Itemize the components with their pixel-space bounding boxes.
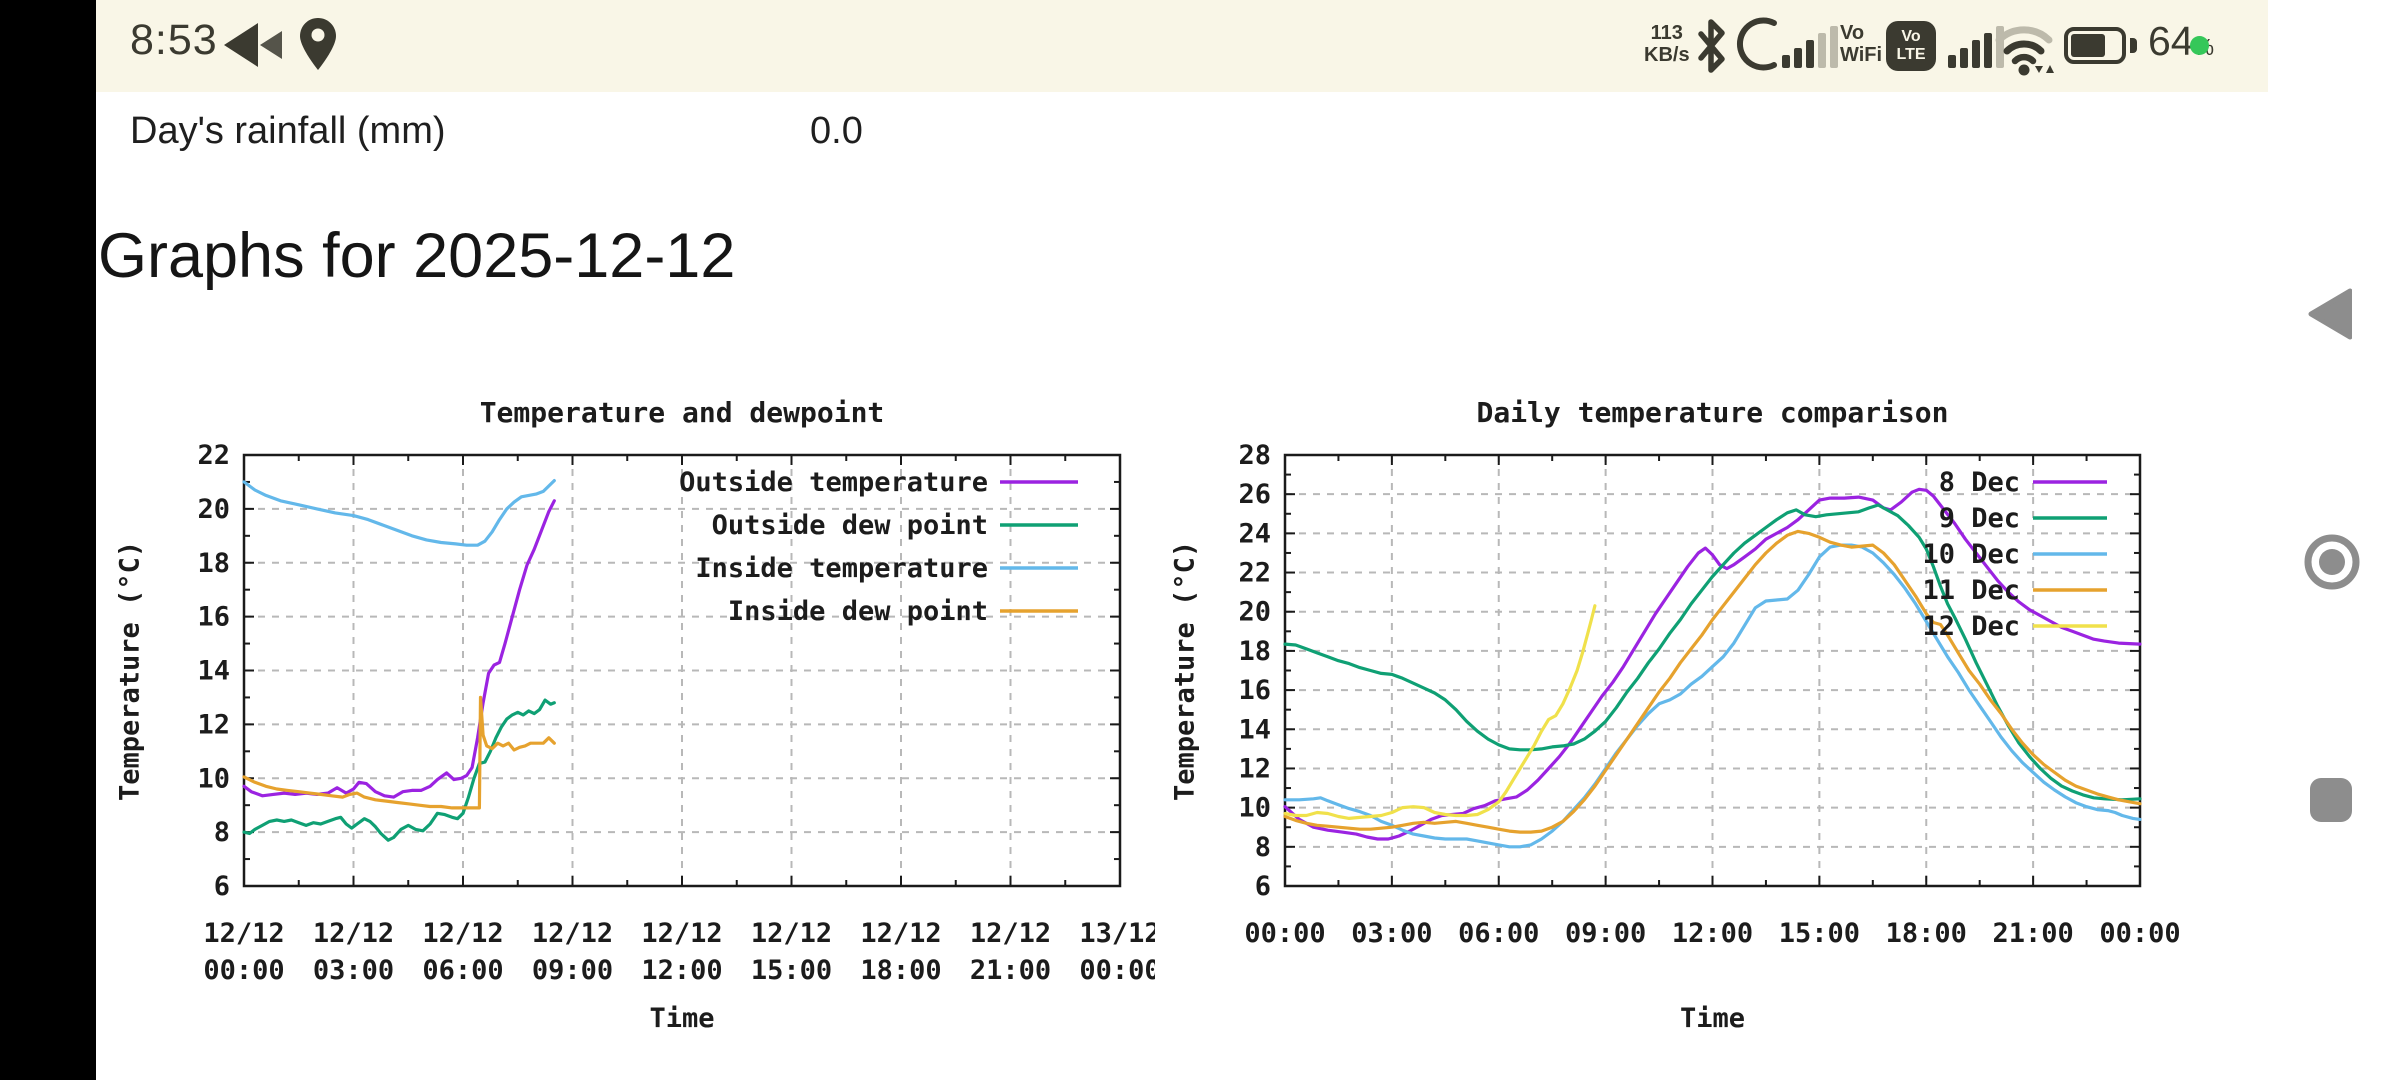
nav-back-button[interactable]	[2306, 288, 2353, 345]
svg-text:12/12: 12/12	[203, 918, 284, 949]
svg-text:10: 10	[1238, 793, 1271, 824]
svg-text:12: 12	[1238, 753, 1271, 784]
svg-text:10: 10	[197, 763, 230, 794]
send-icon	[224, 22, 284, 73]
series-line	[1283, 503, 2142, 802]
svg-text:12/12: 12/12	[313, 918, 394, 949]
network-speed: 113 KB/s	[1644, 22, 1690, 66]
svg-text:00:00: 00:00	[203, 955, 284, 986]
svg-text:09:00: 09:00	[532, 955, 613, 986]
nav-recents-button[interactable]	[2309, 777, 2353, 828]
svg-text:03:00: 03:00	[313, 955, 394, 986]
svg-text:16: 16	[1238, 675, 1271, 706]
display-cutout-strip	[0, 0, 96, 1080]
svg-text:8: 8	[214, 817, 230, 848]
svg-text:18: 18	[1238, 636, 1271, 667]
legend-label: 10 Dec	[1922, 539, 2020, 570]
chart-title: Temperature and dewpoint	[479, 396, 885, 429]
svg-text:12: 12	[197, 709, 230, 740]
svg-text:16: 16	[197, 602, 230, 633]
series-line	[1283, 529, 2142, 834]
legend-label: Inside temperature	[695, 553, 988, 584]
svg-text:12/12: 12/12	[532, 918, 613, 949]
svg-text:12:00: 12:00	[641, 955, 722, 986]
vowifi-label: Vo WiFi	[1840, 22, 1883, 66]
legend-label: 11 Dec	[1922, 575, 2020, 606]
page-title: Graphs for 2025-12-12	[98, 221, 736, 291]
svg-text:06:00: 06:00	[422, 955, 503, 986]
svg-text:12/12: 12/12	[860, 918, 941, 949]
series-line	[1283, 604, 1597, 820]
svg-text:03:00: 03:00	[1351, 918, 1432, 949]
series-line	[242, 695, 556, 810]
svg-text:22: 22	[1238, 558, 1271, 589]
svg-text:18:00: 18:00	[860, 955, 941, 986]
series-line	[242, 698, 556, 842]
series-line	[1283, 543, 2142, 849]
svg-text:00:00: 00:00	[2099, 918, 2180, 949]
svg-text:28: 28	[1238, 440, 1271, 471]
rainfall-value: 0.0	[810, 110, 863, 152]
svg-text:00:00: 00:00	[1244, 918, 1325, 949]
x-axis-label: Time	[1679, 1003, 1746, 1034]
x-axis-label: Time	[649, 1003, 715, 1034]
svg-text:6: 6	[1255, 871, 1271, 902]
nav-home-button[interactable]	[2303, 533, 2361, 596]
bluetooth-icon	[1696, 18, 1728, 79]
volte-badge: Vo LTE	[1886, 21, 1936, 71]
svg-text:22: 22	[197, 440, 230, 471]
svg-text:15:00: 15:00	[1779, 918, 1860, 949]
svg-text:8: 8	[1255, 832, 1271, 863]
svg-text:12/12: 12/12	[751, 918, 832, 949]
legend-label: Outside temperature	[679, 467, 988, 498]
svg-text:00:00: 00:00	[1079, 955, 1155, 986]
svg-text:20: 20	[197, 494, 230, 525]
series-line	[242, 499, 556, 799]
legend-label: Inside dew point	[728, 596, 988, 627]
legend-label: Outside dew point	[712, 510, 988, 541]
battery-icon	[2064, 27, 2126, 64]
svg-text:14: 14	[1238, 714, 1271, 745]
recording-dot	[2190, 36, 2209, 55]
svg-text:12/12: 12/12	[641, 918, 722, 949]
location-pin-icon	[300, 18, 336, 75]
cellular-signal-1-icon	[1782, 26, 1840, 68]
svg-text:09:00: 09:00	[1565, 918, 1646, 949]
svg-text:21:00: 21:00	[1992, 918, 2073, 949]
wifi-icon	[1994, 18, 2058, 81]
svg-text:14: 14	[197, 656, 230, 687]
svg-text:12:00: 12:00	[1672, 918, 1753, 949]
chart-canvas: 6 8 10 12 14 16 18 20 22 12/12 12/12 12/12 12/12 12/1…	[197, 440, 1155, 986]
legend-label: 12 Dec	[1922, 611, 2020, 642]
moon-dnd-icon	[1736, 16, 1792, 77]
svg-text:24: 24	[1238, 518, 1271, 549]
svg-text:18: 18	[197, 548, 230, 579]
legend-label: 9 Dec	[1939, 503, 2020, 534]
svg-text:20: 20	[1238, 597, 1271, 628]
svg-text:06:00: 06:00	[1458, 918, 1539, 949]
svg-text:26: 26	[1238, 479, 1271, 510]
clock: 8:53	[130, 16, 218, 64]
legend-label: 8 Dec	[1939, 467, 2020, 498]
svg-text:12/12: 12/12	[970, 918, 1051, 949]
temperature-dewpoint-chart: Temperature and dewpoint Temperature (°C…	[95, 370, 1156, 1082]
svg-text:21:00: 21:00	[970, 955, 1051, 986]
svg-text:15:00: 15:00	[751, 955, 832, 986]
daily-comparison-chart: Daily temperature comparison Temperature…	[1150, 370, 2210, 1082]
svg-text:6: 6	[214, 871, 230, 902]
svg-text:18:00: 18:00	[1886, 918, 1967, 949]
svg-text:12/12: 12/12	[422, 918, 503, 949]
chart-title: Daily temperature comparison	[1476, 396, 1949, 429]
svg-text:13/12: 13/12	[1079, 918, 1155, 949]
series-line	[242, 478, 556, 547]
cellular-signal-2-icon	[1948, 26, 2006, 68]
chart-canvas: 6 8 10 12 14 16 18 20 22 24 26 28 00:00 03:00 06:00 09:…	[1238, 440, 2180, 949]
rainfall-label: Day's rainfall (mm)	[130, 110, 446, 152]
